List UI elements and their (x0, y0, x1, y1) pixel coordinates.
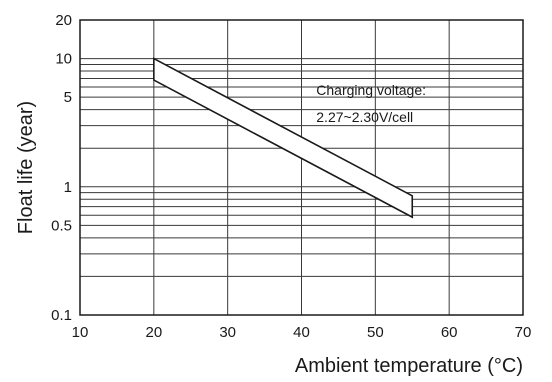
y-tick-label: 20 (55, 12, 72, 29)
x-tick-label: 40 (293, 324, 310, 341)
y-tick-label: 0.5 (51, 217, 72, 234)
y-axis-title: Float life (year) (15, 101, 37, 234)
annotation-text: 2.27~2.30V/cell (316, 109, 413, 125)
x-axis-title: Ambient temperature (°C) (295, 355, 523, 377)
x-tick-label: 10 (72, 324, 89, 341)
y-axis-ticks: 0.1 0.5 1 5 10 20 (51, 12, 72, 324)
x-tick-label: 20 (145, 324, 162, 341)
float-life-band-area (153, 57, 414, 219)
annotations: Charging voltage: 2.27~2.30V/cell (316, 82, 426, 125)
y-tick-label: 0.1 (51, 307, 72, 324)
x-tick-label: 60 (441, 324, 458, 341)
y-tick-label: 5 (64, 89, 72, 106)
y-tick-label: 1 (64, 179, 72, 196)
y-tick-label: 10 (55, 51, 72, 68)
float-life-band (153, 57, 414, 219)
plot-frame (79, 19, 524, 316)
grid (79, 19, 524, 316)
x-tick-label: 30 (219, 324, 236, 341)
x-tick-label: 50 (367, 324, 384, 341)
x-axis-ticks: 10 20 30 40 50 60 70 (72, 324, 532, 341)
x-tick-label: 70 (515, 324, 532, 341)
annotation-text: Charging voltage: (316, 82, 426, 98)
